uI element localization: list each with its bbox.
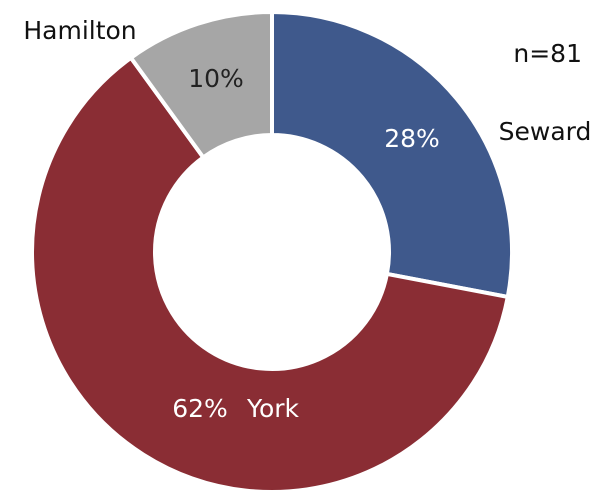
value-label: 62%	[172, 394, 228, 423]
category-label: York	[246, 394, 300, 423]
value-label: 28%	[384, 124, 440, 153]
wedge	[128, 9, 274, 161]
category-label: Hamilton	[23, 16, 136, 45]
category-label: Seward	[499, 117, 592, 146]
value-label: 10%	[188, 64, 244, 93]
wedge	[270, 9, 514, 300]
annotation: n=81	[513, 39, 582, 68]
wedge	[30, 55, 511, 494]
